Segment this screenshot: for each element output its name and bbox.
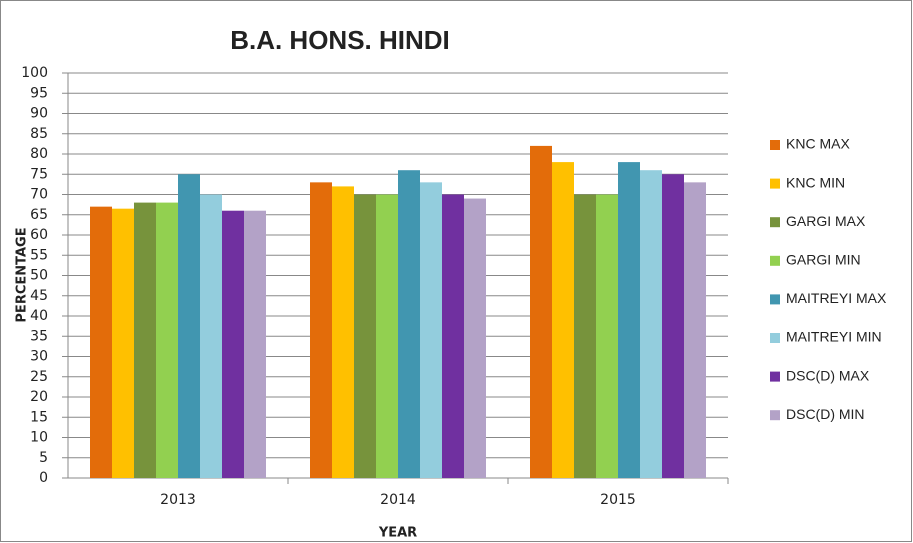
bar xyxy=(398,170,420,478)
bar xyxy=(574,194,596,478)
legend-swatch xyxy=(770,294,780,305)
x-tick-label: 2015 xyxy=(600,492,636,508)
y-tick-label: 5 xyxy=(39,450,48,466)
y-tick-label: 55 xyxy=(30,247,48,263)
bar xyxy=(112,208,134,479)
bar xyxy=(464,198,486,479)
legend-label: MAITREYI MAX xyxy=(786,290,887,306)
legend-swatch xyxy=(770,255,780,266)
y-tick-label: 85 xyxy=(30,126,48,142)
legend-swatch xyxy=(770,217,780,228)
y-tick-label: 30 xyxy=(30,349,48,365)
x-axis-label: YEAR xyxy=(378,526,417,541)
legend-label: KNC MIN xyxy=(786,174,845,190)
y-tick-label: 0 xyxy=(39,470,48,486)
y-tick-label: 75 xyxy=(30,166,48,182)
legend-label: DSC(D) MAX xyxy=(786,367,870,383)
y-tick-label: 95 xyxy=(30,85,48,101)
bar xyxy=(530,145,552,478)
y-tick-label: 40 xyxy=(30,308,48,324)
bar xyxy=(332,186,354,478)
legend-swatch xyxy=(770,410,780,421)
y-tick-label: 80 xyxy=(30,146,48,162)
bar xyxy=(552,162,574,478)
legend-swatch xyxy=(770,178,780,189)
bar xyxy=(442,194,464,478)
y-tick-label: 50 xyxy=(30,268,48,284)
y-tick-label: 10 xyxy=(30,430,48,446)
legend-swatch xyxy=(770,333,780,343)
bar xyxy=(684,182,706,478)
legend-label: DSC(D) MIN xyxy=(786,406,865,422)
x-tick-label: 2014 xyxy=(380,492,416,508)
bar xyxy=(178,174,200,478)
bar xyxy=(244,210,266,478)
bar xyxy=(354,194,376,478)
y-tick-label: 90 xyxy=(30,106,48,122)
y-tick-label: 60 xyxy=(30,227,48,243)
y-axis-label: PERCENTAGE xyxy=(15,227,30,322)
bar xyxy=(596,194,618,478)
legend-label: MAITREYI MIN xyxy=(786,329,882,345)
y-tick-label: 20 xyxy=(30,389,48,405)
chart-title: B.A. HONS. HINDI xyxy=(230,25,450,55)
y-tick-label: 100 xyxy=(21,65,48,81)
x-tick-label: 2013 xyxy=(160,492,196,508)
y-tick-label: 35 xyxy=(30,328,48,344)
legend-swatch xyxy=(770,371,780,382)
y-tick-label: 45 xyxy=(30,288,48,304)
legend-swatch xyxy=(770,140,780,150)
bar xyxy=(376,194,398,478)
bar xyxy=(90,206,112,478)
bar xyxy=(156,202,178,478)
y-tick-label: 70 xyxy=(30,187,48,203)
y-tick-label: 15 xyxy=(30,409,48,425)
bar xyxy=(662,174,684,478)
bar xyxy=(420,182,442,478)
y-tick-label: 65 xyxy=(30,207,48,223)
legend-label: KNC MAX xyxy=(786,136,850,152)
bar xyxy=(618,162,640,478)
bar xyxy=(310,182,332,478)
bar xyxy=(640,170,662,478)
bar xyxy=(134,202,156,478)
bar xyxy=(200,194,222,478)
legend-label: GARGI MAX xyxy=(786,213,866,229)
bar xyxy=(222,210,244,478)
y-tick-label: 25 xyxy=(30,369,48,385)
legend-label: GARGI MIN xyxy=(786,252,861,268)
